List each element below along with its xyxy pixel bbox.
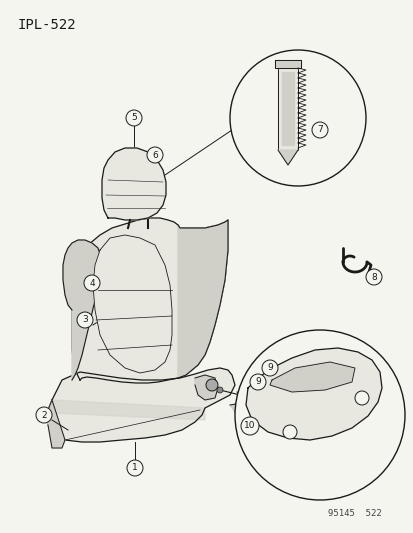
Text: 3: 3 — [82, 316, 88, 325]
Polygon shape — [52, 400, 204, 420]
Circle shape — [147, 147, 163, 163]
Polygon shape — [93, 235, 171, 373]
Circle shape — [127, 460, 142, 476]
Circle shape — [354, 391, 368, 405]
Text: 6: 6 — [152, 150, 157, 159]
Text: IPL-522: IPL-522 — [18, 18, 76, 32]
Polygon shape — [72, 218, 228, 383]
Polygon shape — [281, 72, 293, 145]
Polygon shape — [277, 65, 297, 150]
Circle shape — [282, 425, 296, 439]
Circle shape — [249, 374, 266, 390]
Circle shape — [240, 417, 259, 435]
Polygon shape — [269, 362, 354, 392]
Text: 2: 2 — [41, 410, 47, 419]
Polygon shape — [195, 375, 218, 400]
Text: 9: 9 — [266, 364, 272, 373]
Polygon shape — [178, 220, 228, 378]
Text: 10: 10 — [244, 422, 255, 431]
Circle shape — [311, 122, 327, 138]
Circle shape — [261, 360, 277, 376]
Text: 95145  522: 95145 522 — [328, 509, 381, 518]
Circle shape — [126, 110, 142, 126]
Polygon shape — [274, 60, 300, 68]
Circle shape — [230, 50, 365, 186]
Polygon shape — [63, 240, 100, 380]
Circle shape — [365, 269, 381, 285]
Circle shape — [77, 312, 93, 328]
Polygon shape — [277, 150, 297, 165]
Circle shape — [36, 407, 52, 423]
Polygon shape — [48, 368, 235, 442]
Polygon shape — [102, 148, 166, 220]
Circle shape — [235, 330, 404, 500]
Text: 7: 7 — [316, 125, 322, 134]
Polygon shape — [245, 348, 381, 440]
Circle shape — [206, 379, 218, 391]
Circle shape — [84, 275, 100, 291]
Polygon shape — [48, 400, 65, 448]
Text: 9: 9 — [254, 377, 260, 386]
Polygon shape — [230, 403, 252, 418]
Text: 4: 4 — [89, 279, 95, 287]
Text: 1: 1 — [132, 464, 138, 472]
Circle shape — [216, 387, 223, 393]
Text: 5: 5 — [131, 114, 137, 123]
Text: 8: 8 — [370, 272, 376, 281]
